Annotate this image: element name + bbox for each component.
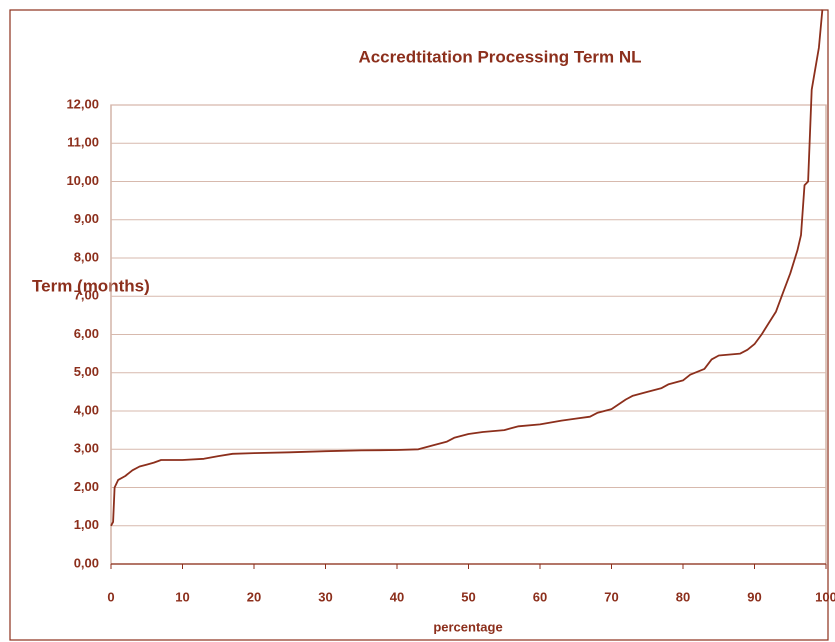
- y-tick-label: 6,00: [74, 326, 99, 341]
- y-tick-label: 8,00: [74, 249, 99, 264]
- x-tick-label: 80: [676, 589, 690, 604]
- y-tick-label: 5,00: [74, 364, 99, 379]
- chart-frame: [9, 9, 829, 641]
- x-tick-label: 50: [461, 589, 475, 604]
- y-tick-label: 0,00: [74, 555, 99, 570]
- y-tick-label: 3,00: [74, 441, 99, 456]
- y-tick-label: 7,00: [74, 288, 99, 303]
- x-tick-label: 40: [390, 589, 404, 604]
- y-axis-label: Term (months): [32, 276, 150, 295]
- x-tick-label: 0: [107, 589, 114, 604]
- chart-title: Accredtitation Processing Term NL: [358, 47, 641, 66]
- x-tick-label: 30: [318, 589, 332, 604]
- x-tick-label: 70: [604, 589, 618, 604]
- x-tick-label: 100: [815, 589, 835, 604]
- y-tick-label: 1,00: [74, 517, 99, 532]
- x-tick-label: 90: [747, 589, 761, 604]
- y-tick-label: 10,00: [66, 173, 99, 188]
- x-tick-label: 10: [175, 589, 189, 604]
- y-tick-label: 12,00: [66, 96, 99, 111]
- data-line: [110, 9, 824, 527]
- x-axis-label: percentage: [433, 619, 502, 634]
- y-tick-label: 2,00: [74, 479, 99, 494]
- x-tick-label: 60: [533, 589, 547, 604]
- y-tick-label: 9,00: [74, 211, 99, 226]
- y-tick-label: 4,00: [74, 402, 99, 417]
- y-tick-label: 11,00: [67, 135, 99, 150]
- x-tick-label: 20: [247, 589, 261, 604]
